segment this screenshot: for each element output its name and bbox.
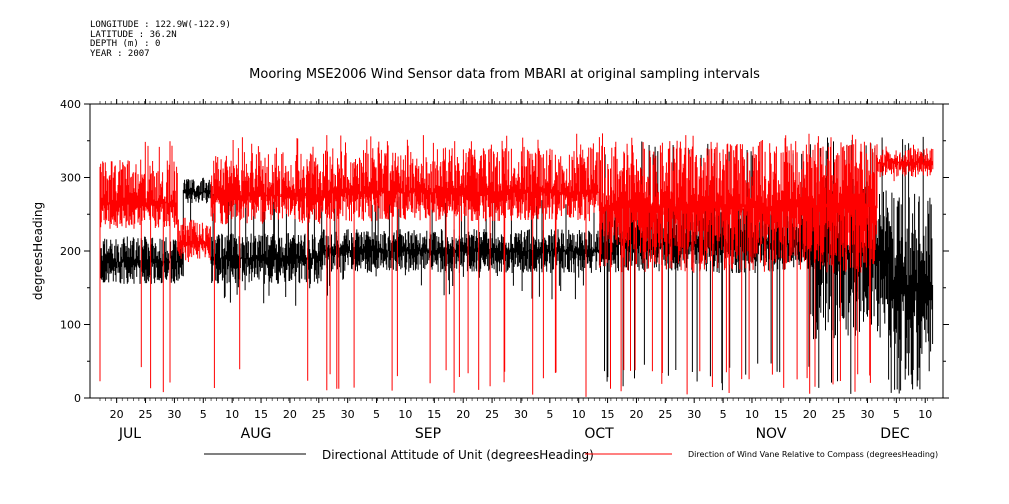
x-tick-label: 5 xyxy=(200,408,207,421)
x-tick-label: 20 xyxy=(283,408,297,421)
x-tick-label: 30 xyxy=(860,408,874,421)
meta-year: YEAR : 2007 xyxy=(90,48,150,59)
x-tick-label: 15 xyxy=(774,408,788,421)
y-tick-label: 0 xyxy=(74,392,81,405)
y-tick-label: 200 xyxy=(60,245,81,258)
y-tick-label: 100 xyxy=(60,319,81,332)
series-1 xyxy=(99,133,934,397)
x-tick-label: 5 xyxy=(720,408,727,421)
x-tick-label: 25 xyxy=(832,408,846,421)
x-tick-label: 30 xyxy=(687,408,701,421)
series-0-segment xyxy=(210,194,323,306)
chart-title: Mooring MSE2006 Wind Sensor data from MB… xyxy=(249,67,760,82)
meta-depth: DEPTH (m) : 0 xyxy=(90,39,161,49)
month-label: OCT xyxy=(584,426,614,442)
month-label: NOV xyxy=(756,426,787,442)
x-tick-label: 30 xyxy=(514,408,528,421)
y-tick-label: 300 xyxy=(60,172,81,185)
x-tick-label: 10 xyxy=(745,408,759,421)
metadata-block: LONGITUDE : 122.9W(-122.9) LATITUDE : 36… xyxy=(90,20,231,59)
x-tick-label: 10 xyxy=(398,408,412,421)
meta-longitude: LONGITUDE : 122.9W(-122.9) xyxy=(90,20,231,30)
x-tick-label: 15 xyxy=(254,408,268,421)
month-label: DEC xyxy=(880,426,910,442)
series-1-segment xyxy=(877,144,934,182)
x-tick-label: 5 xyxy=(373,408,380,421)
x-tick-label: 25 xyxy=(312,408,326,421)
x-tick-label: 20 xyxy=(456,408,470,421)
month-label: SEP xyxy=(415,426,441,442)
series-0-segment xyxy=(321,192,600,300)
series-0 xyxy=(99,136,934,394)
series-0-segment xyxy=(182,177,212,230)
x-tick-label: 30 xyxy=(341,408,355,421)
x-tick-label: 15 xyxy=(427,408,441,421)
month-label: AUG xyxy=(241,426,272,442)
series-1-segment xyxy=(210,137,323,388)
x-tick-label: 25 xyxy=(658,408,672,421)
series-0-segment xyxy=(888,136,934,394)
y-tick-label: 400 xyxy=(60,98,81,111)
legend-label-1: Direction of Wind Vane Relative to Compa… xyxy=(688,450,938,459)
series-1-segment xyxy=(599,133,878,395)
x-tick-label: 15 xyxy=(601,408,615,421)
series-1-segment xyxy=(177,217,211,262)
legend-label-0: Directional Attitude of Unit (degreesHea… xyxy=(322,448,594,462)
x-tick-label: 10 xyxy=(918,408,932,421)
x-tick-label: 10 xyxy=(225,408,239,421)
x-tick-label: 20 xyxy=(629,408,643,421)
series-1-segment xyxy=(99,141,178,393)
x-tick-label: 25 xyxy=(139,408,153,421)
x-tick-label: 10 xyxy=(572,408,586,421)
x-tick-label: 25 xyxy=(485,408,499,421)
y-axis-label: degreesHeading xyxy=(31,202,45,300)
month-label: JUL xyxy=(118,426,141,442)
meta-latitude: LATITUDE : 36.2N xyxy=(90,29,177,40)
x-tick-label: 30 xyxy=(167,408,181,421)
x-tick-label: 5 xyxy=(893,408,900,421)
x-tick-label: 5 xyxy=(546,408,553,421)
x-tick-label: 20 xyxy=(110,408,124,421)
series-1-segment xyxy=(321,133,600,397)
x-tick-label: 20 xyxy=(803,408,817,421)
